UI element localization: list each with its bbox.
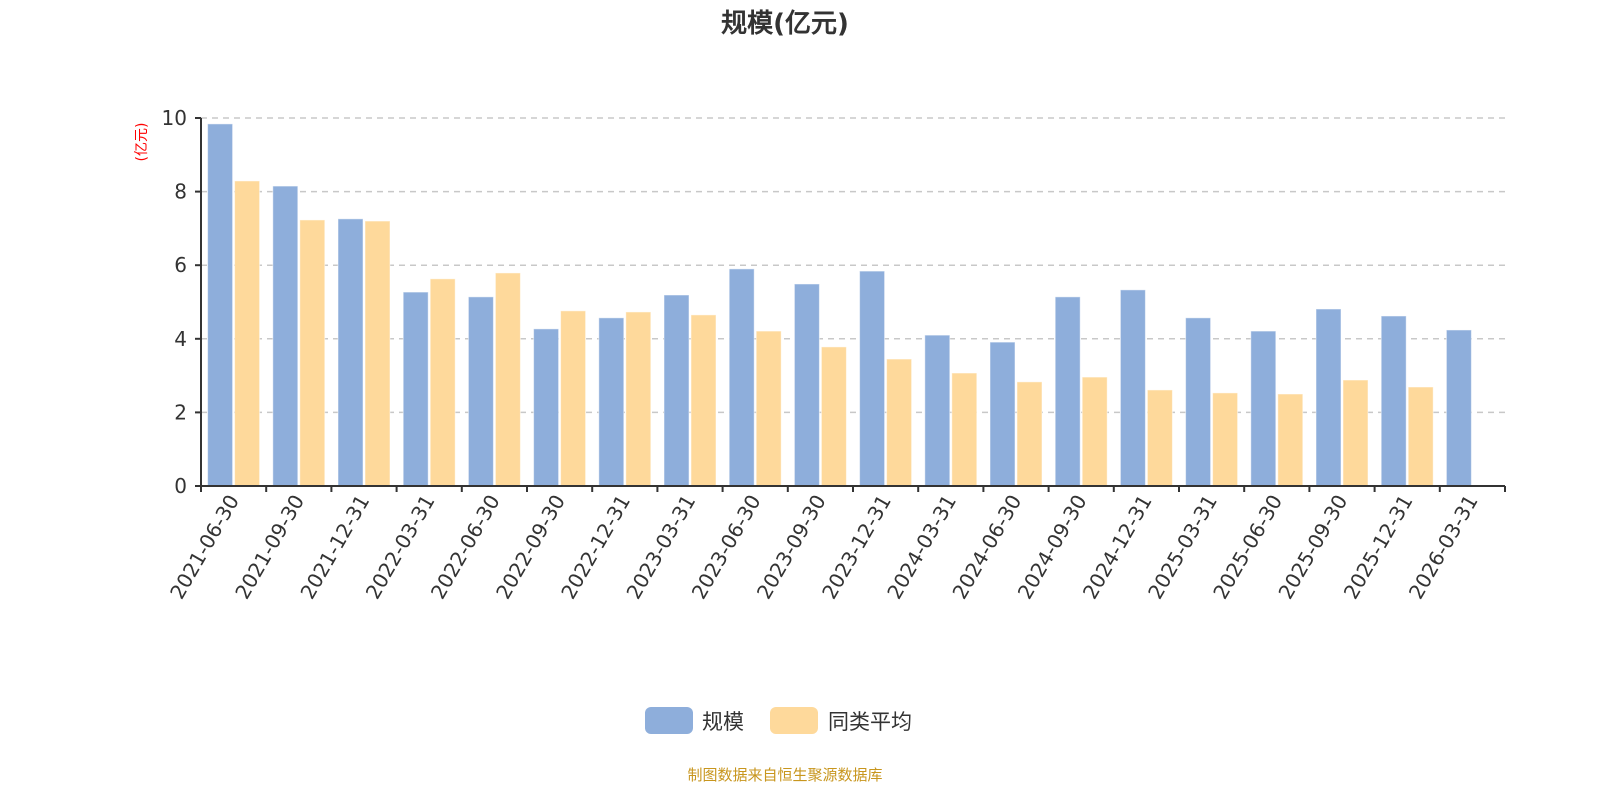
bar-peer-average-2021-12-31[interactable] <box>364 220 391 487</box>
bar-scale-2022-09-30[interactable] <box>533 328 560 487</box>
x-tick-label: 2026-03-31 <box>1404 491 1483 604</box>
y-axis-unit: (亿元) <box>134 123 150 162</box>
bar-peer-average-2024-09-30[interactable] <box>1081 376 1108 487</box>
legend-label-scale[interactable]: 规模 <box>702 710 744 734</box>
bar-peer-average-2022-12-31[interactable] <box>625 311 652 487</box>
bar-peer-average-2023-06-30[interactable] <box>755 330 782 487</box>
bar-peer-average-2023-12-31[interactable] <box>886 358 913 487</box>
bar-scale-2024-12-31[interactable] <box>1119 289 1146 487</box>
bar-scale-2022-03-31[interactable] <box>402 291 429 487</box>
y-tick-label: 8 <box>174 180 187 204</box>
bar-peer-average-2021-09-30[interactable] <box>299 219 326 487</box>
y-tick-label: 6 <box>174 253 187 277</box>
bar-scale-2023-06-30[interactable] <box>728 268 755 487</box>
bar-peer-average-2025-03-31[interactable] <box>1212 392 1239 487</box>
bar-scale-2022-12-31[interactable] <box>598 317 625 487</box>
bar-scale-2023-12-31[interactable] <box>859 270 886 487</box>
bar-peer-average-2023-09-30[interactable] <box>820 346 847 487</box>
bar-scale-2025-09-30[interactable] <box>1315 308 1342 487</box>
bar-scale-2025-12-31[interactable] <box>1380 315 1407 487</box>
bar-peer-average-2025-12-31[interactable] <box>1407 386 1434 487</box>
legend-swatch-peer-average[interactable] <box>770 707 818 734</box>
bar-peer-average-2025-06-30[interactable] <box>1277 393 1304 487</box>
chart-title: 规模(亿元) <box>721 9 849 39</box>
bar-peer-average-2025-09-30[interactable] <box>1342 379 1369 487</box>
bar-scale-2024-03-31[interactable] <box>924 334 951 487</box>
bar-scale-2025-03-31[interactable] <box>1185 317 1212 487</box>
bar-scale-2022-06-30[interactable] <box>467 296 494 487</box>
bar-peer-average-2023-03-31[interactable] <box>690 314 717 487</box>
bar-peer-average-2021-06-30[interactable] <box>234 180 261 487</box>
y-tick-label: 0 <box>174 474 187 498</box>
data-source-note: 制图数据来自恒生聚源数据库 <box>687 766 882 784</box>
legend-swatch-scale[interactable] <box>645 707 693 734</box>
bar-scale-2024-06-30[interactable] <box>989 341 1016 487</box>
bar-scale-2026-03-31[interactable] <box>1445 329 1472 487</box>
bar-peer-average-2024-12-31[interactable] <box>1146 389 1173 487</box>
y-tick-label: 2 <box>174 400 187 424</box>
bar-scale-2023-09-30[interactable] <box>793 283 820 487</box>
y-tick-label: 10 <box>162 106 187 130</box>
bar-peer-average-2024-03-31[interactable] <box>951 372 978 487</box>
bar-peer-average-2022-09-30[interactable] <box>560 310 587 487</box>
bar-scale-2023-03-31[interactable] <box>663 294 690 487</box>
bar-scale-2025-06-30[interactable] <box>1250 330 1277 487</box>
legend-label-peer-average[interactable]: 同类平均 <box>828 710 912 734</box>
bar-scale-2021-12-31[interactable] <box>337 218 364 487</box>
bar-peer-average-2024-06-30[interactable] <box>1016 381 1043 487</box>
bar-scale-2021-09-30[interactable] <box>272 185 299 487</box>
bar-scale-2021-06-30[interactable] <box>207 123 234 487</box>
bar-scale-2024-09-30[interactable] <box>1054 296 1081 487</box>
bar-peer-average-2022-03-31[interactable] <box>429 278 456 487</box>
bar-peer-average-2022-06-30[interactable] <box>494 272 521 487</box>
y-tick-label: 4 <box>174 327 187 351</box>
